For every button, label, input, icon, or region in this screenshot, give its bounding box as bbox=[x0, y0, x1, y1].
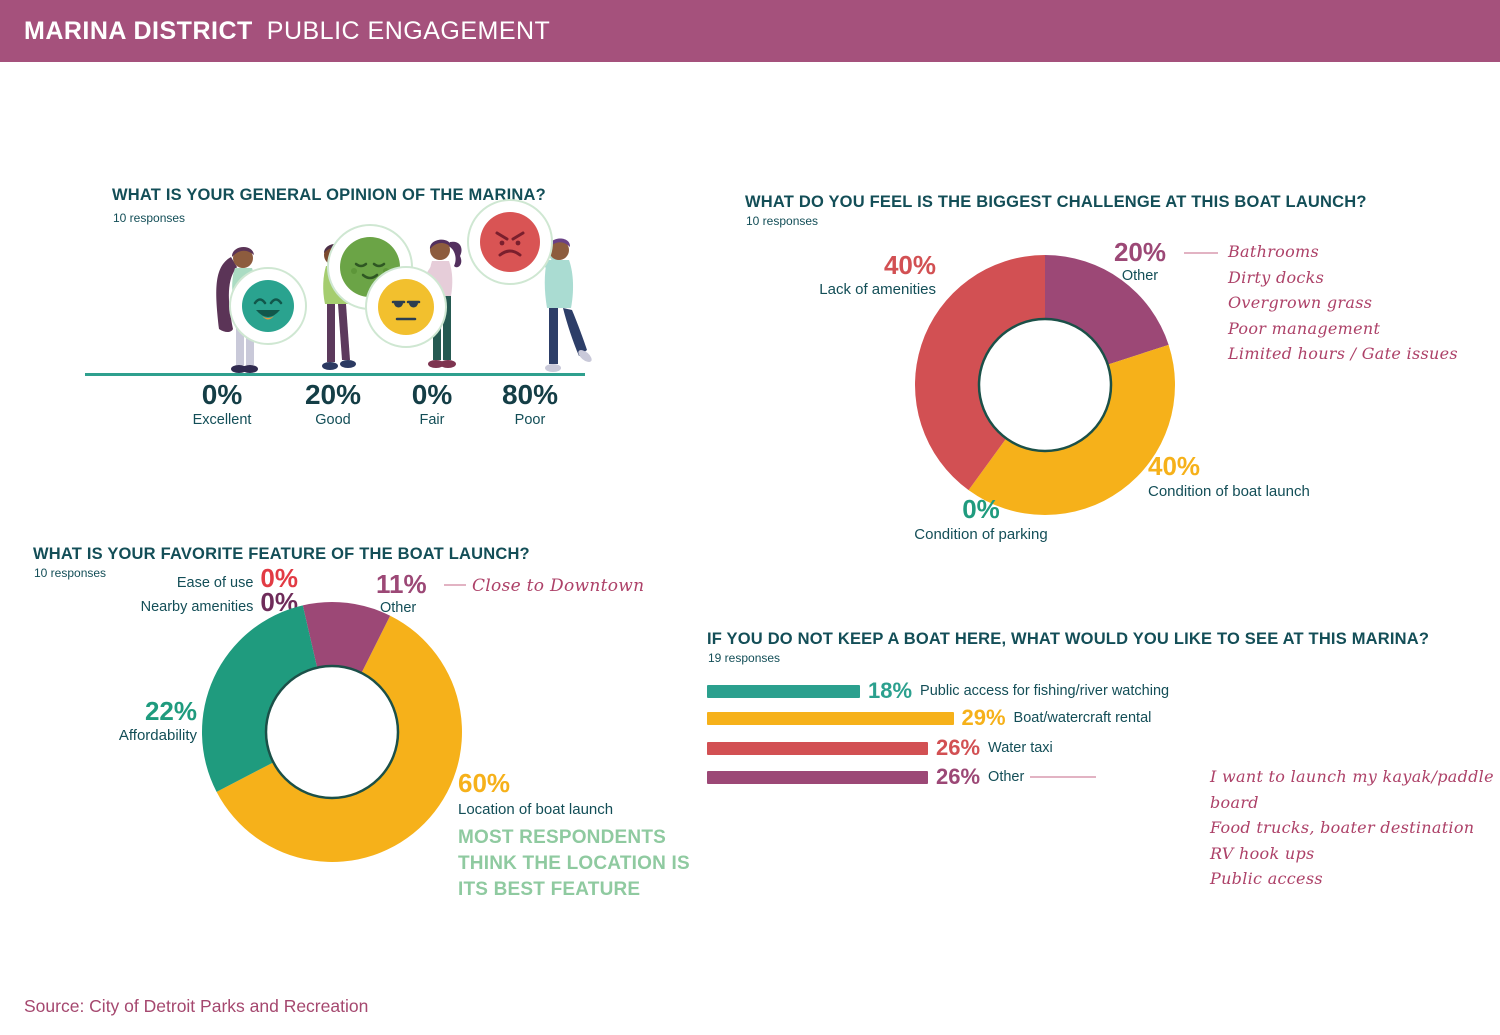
favorite-value-ease-of-use: 0% bbox=[260, 563, 298, 593]
favorite-label-other: 11% Other bbox=[376, 569, 427, 616]
challenge-label-boat-launch: 40% Condition of boat launch bbox=[1148, 451, 1310, 500]
opinion-chart-responses: 10 responses bbox=[113, 211, 186, 225]
favorite-other-annotation: Close to Downtown bbox=[472, 576, 645, 596]
favorite-label-ease-of-use: Ease of use bbox=[176, 575, 254, 591]
wishlist-other-connector-line bbox=[1030, 776, 1097, 778]
annotation-line: Poor management bbox=[1228, 318, 1381, 338]
header-bar: MARINA DISTRICT PUBLIC ENGAGEMENT bbox=[0, 0, 1500, 62]
favorite-label-location: 60% Location of boat launch MOST RESPOND… bbox=[458, 770, 693, 903]
challenge-other-annotations: Bathrooms Dirty docks Overgrown grass Po… bbox=[1228, 239, 1458, 367]
opinion-value-good: 20% bbox=[304, 379, 362, 410]
opinion-value-fair: 0% bbox=[411, 379, 453, 410]
favorite-donut-chart bbox=[201, 601, 462, 862]
wishlist-bar-row: 26% Water taxi bbox=[707, 737, 1053, 759]
annotation-line: Dirty docks bbox=[1228, 267, 1325, 287]
annotation-line: Limited hours / Gate issues bbox=[1228, 344, 1458, 363]
wishlist-bar-row: 26% Other bbox=[707, 766, 1097, 788]
favorite-other-connector-line bbox=[444, 584, 466, 586]
page-title: MARINA DISTRICT bbox=[24, 16, 253, 45]
bar-boat-rental bbox=[707, 711, 954, 725]
bar-other bbox=[707, 770, 928, 784]
favorite-caption: MOST RESPONDENTS THINK THE LOCATION IS I… bbox=[458, 826, 690, 900]
angry-face-icon bbox=[467, 199, 553, 285]
pie-slice-condition-of-boat-launch bbox=[968, 344, 1176, 515]
favorite-label-nearby-amenities: Nearby amenities bbox=[140, 599, 254, 615]
opinion-label-excellent: Excellent bbox=[192, 412, 252, 428]
favorite-chart-title: WHAT IS YOUR FAVORITE FEATURE OF THE BOA… bbox=[33, 545, 530, 563]
annotation-line: Bathrooms bbox=[1228, 242, 1320, 261]
pie-slice-location-of-boat-launch bbox=[216, 615, 462, 862]
challenge-label-other: 20% Other bbox=[1113, 237, 1167, 284]
pie-slice-affordability bbox=[201, 605, 318, 792]
grinning-face-icon bbox=[229, 267, 307, 345]
wishlist-other-annotations: I want to launch my kayak/paddle board F… bbox=[1210, 764, 1500, 892]
donut-hole bbox=[264, 664, 400, 800]
annotation-line: Public access bbox=[1210, 869, 1323, 888]
favorite-zero-labels: Ease of use 0% Nearby amenities 0% bbox=[60, 565, 298, 615]
challenge-chart-title: WHAT DO YOU FEEL IS THE BIGGEST CHALLENG… bbox=[745, 193, 1367, 211]
challenge-donut-chart bbox=[915, 255, 1176, 515]
opinion-label-poor: Poor bbox=[514, 412, 546, 428]
bar-public-access bbox=[707, 684, 860, 698]
ground-line bbox=[85, 373, 585, 376]
opinion-label-fair: Fair bbox=[419, 412, 445, 428]
wishlist-chart-title: IF YOU DO NOT KEEP A BOAT HERE, WHAT WOU… bbox=[707, 630, 1430, 648]
opinion-chart-title: WHAT IS YOUR GENERAL OPINION OF THE MARI… bbox=[112, 186, 546, 204]
annotation-line: Food trucks, boater destination bbox=[1210, 818, 1475, 837]
annotation-line: RV hook ups bbox=[1210, 843, 1315, 863]
wishlist-bar-row: 18% Public access for fishing/river watc… bbox=[707, 680, 1169, 702]
challenge-label-parking: 0% Condition of parking bbox=[914, 494, 1048, 543]
person-illustration-fair bbox=[417, 239, 462, 368]
opinion-value-poor: 80% bbox=[501, 379, 559, 410]
favorite-label-affordability: 22% Affordability bbox=[118, 696, 197, 744]
unamused-face-icon bbox=[365, 266, 447, 348]
annotation-line: Overgrown grass bbox=[1228, 293, 1373, 312]
wishlist-bar-row: 29% Boat/watercraft rental bbox=[707, 707, 1151, 729]
wishlist-chart-responses: 19 responses bbox=[708, 651, 781, 665]
pie-slice-other bbox=[302, 601, 391, 673]
pie-slice-other bbox=[1045, 255, 1169, 365]
source-credit: Source: City of Detroit Parks and Recrea… bbox=[24, 996, 369, 1016]
challenge-other-connector-line bbox=[1184, 252, 1218, 254]
favorite-chart-responses: 10 responses bbox=[34, 566, 107, 580]
challenge-chart-responses: 10 responses bbox=[746, 214, 819, 228]
page-subtitle: PUBLIC ENGAGEMENT bbox=[266, 16, 551, 45]
challenge-label-lack-of-amenities: 40% Lack of amenities bbox=[819, 250, 936, 298]
bar-water-taxi bbox=[707, 741, 928, 755]
annotation-line: I want to launch my kayak/paddle board bbox=[1210, 767, 1494, 812]
opinion-label-good: Good bbox=[315, 412, 351, 428]
donut-hole bbox=[977, 317, 1113, 453]
opinion-value-excellent: 0% bbox=[201, 379, 243, 410]
